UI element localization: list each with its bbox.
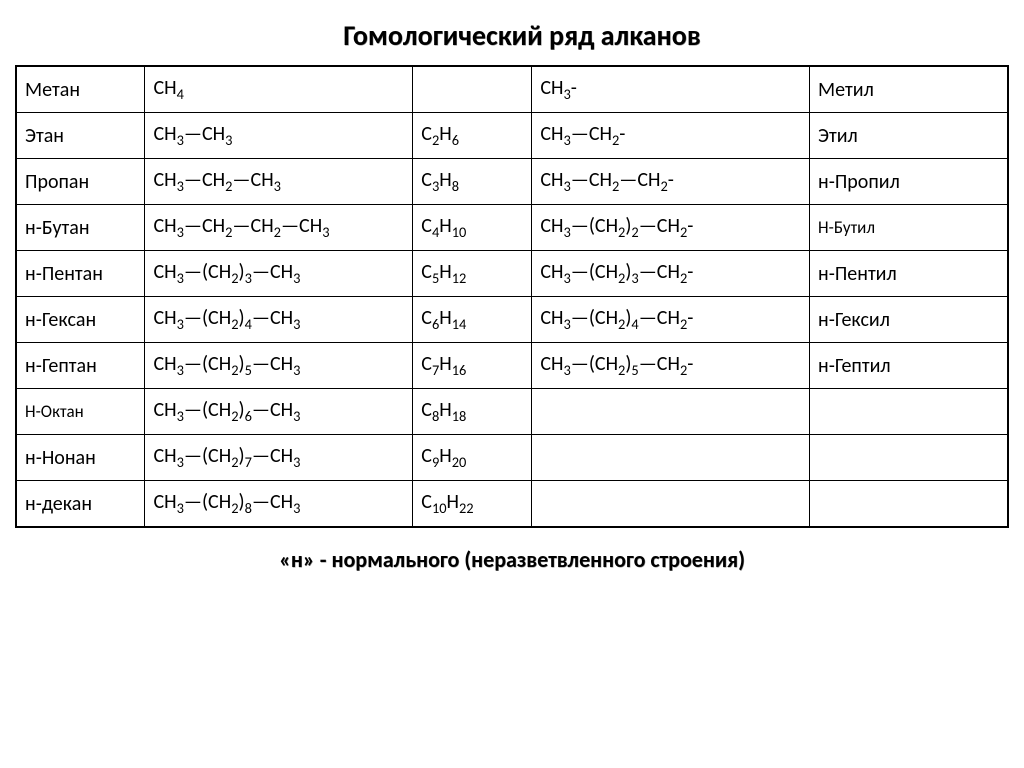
radical-structure: CH3- xyxy=(532,66,810,113)
radical-name xyxy=(810,481,1008,528)
radical-structure xyxy=(532,435,810,481)
table-row: Н-ОктанCH3—(CH2)6—CH3C8H18 xyxy=(16,389,1008,435)
structure: CH3—CH3 xyxy=(145,113,413,159)
alkane-name: Пропан xyxy=(16,159,145,205)
radical-name: н-Гептил xyxy=(810,343,1008,389)
radical-name: н-Пропил xyxy=(810,159,1008,205)
structure: CH3—(CH2)5—CH3 xyxy=(145,343,413,389)
structure: CH3—(CH2)8—CH3 xyxy=(145,481,413,528)
formula: C4H10 xyxy=(413,205,532,251)
table-row: ПропанCH3—CH2—CH3C3H8CH3—CH2—CH2-н-Пропи… xyxy=(16,159,1008,205)
formula: C6H14 xyxy=(413,297,532,343)
radical-name: Этил xyxy=(810,113,1008,159)
radical-structure xyxy=(532,481,810,528)
radical-structure xyxy=(532,389,810,435)
alkane-name: н-Бутан xyxy=(16,205,145,251)
radical-structure: CH3—(CH2)3—CH2- xyxy=(532,251,810,297)
radical-structure: CH3—(CH2)2—CH2- xyxy=(532,205,810,251)
formula: C2H6 xyxy=(413,113,532,159)
formula: C5H12 xyxy=(413,251,532,297)
table-row: н-БутанCH3—CH2—CH2—CH3C4H10CH3—(CH2)2—CH… xyxy=(16,205,1008,251)
page-title: Гомологический ряд алканов xyxy=(10,18,1014,53)
table-row: н-ГексанCH3—(CH2)4—CH3C6H14CH3—(CH2)4—CH… xyxy=(16,297,1008,343)
radical-structure: CH3—(CH2)4—CH2- xyxy=(532,297,810,343)
formula: C7H16 xyxy=(413,343,532,389)
alkane-name: н-Гептан xyxy=(16,343,145,389)
radical-name xyxy=(810,389,1008,435)
radical-name: Н-Бутил xyxy=(810,205,1008,251)
structure: CH3—CH2—CH2—CH3 xyxy=(145,205,413,251)
radical-structure: CH3—CH2- xyxy=(532,113,810,159)
alkane-name: н-Гексан xyxy=(16,297,145,343)
alkane-name: Этан xyxy=(16,113,145,159)
radical-name: Метил xyxy=(810,66,1008,113)
formula: C10H22 xyxy=(413,481,532,528)
alkane-table: МетанCH4CH3-МетилЭтанCH3—CH3C2H6CH3—CH2-… xyxy=(15,65,1009,528)
formula: C9H20 xyxy=(413,435,532,481)
alkane-name: н-Пентан xyxy=(16,251,145,297)
radical-name xyxy=(810,435,1008,481)
radical-structure: CH3—CH2—CH2- xyxy=(532,159,810,205)
alkane-name: Н-Октан xyxy=(16,389,145,435)
table-row: н-НонанCH3—(CH2)7—CH3C9H20 xyxy=(16,435,1008,481)
table-row: ЭтанCH3—CH3C2H6CH3—CH2-Этил xyxy=(16,113,1008,159)
structure: CH3—(CH2)6—CH3 xyxy=(145,389,413,435)
formula: C8H18 xyxy=(413,389,532,435)
table-row: н-деканCH3—(CH2)8—CH3C10H22 xyxy=(16,481,1008,528)
radical-name: н-Пентил xyxy=(810,251,1008,297)
table-row: МетанCH4 CH3-Метил xyxy=(16,66,1008,113)
alkane-name: н-Нонан xyxy=(16,435,145,481)
structure: CH3—(CH2)7—CH3 xyxy=(145,435,413,481)
structure: CH3—(CH2)3—CH3 xyxy=(145,251,413,297)
alkane-name: Метан xyxy=(16,66,145,113)
radical-structure: CH3—(CH2)5—CH2- xyxy=(532,343,810,389)
table-row: н-ПентанCH3—(CH2)3—CH3C5H12CH3—(CH2)3—CH… xyxy=(16,251,1008,297)
structure: CH4 xyxy=(145,66,413,113)
table-body: МетанCH4CH3-МетилЭтанCH3—CH3C2H6CH3—CH2-… xyxy=(16,66,1008,527)
radical-name: н-Гексил xyxy=(810,297,1008,343)
alkane-name: н-декан xyxy=(16,481,145,528)
table-row: н-ГептанCH3—(CH2)5—CH3C7H16CH3—(CH2)5—CH… xyxy=(16,343,1008,389)
structure: CH3—(CH2)4—CH3 xyxy=(145,297,413,343)
formula xyxy=(413,66,532,113)
formula: C3H8 xyxy=(413,159,532,205)
footnote: «н» - нормального (неразветвленного стро… xyxy=(10,546,1014,573)
structure: CH3—CH2—CH3 xyxy=(145,159,413,205)
